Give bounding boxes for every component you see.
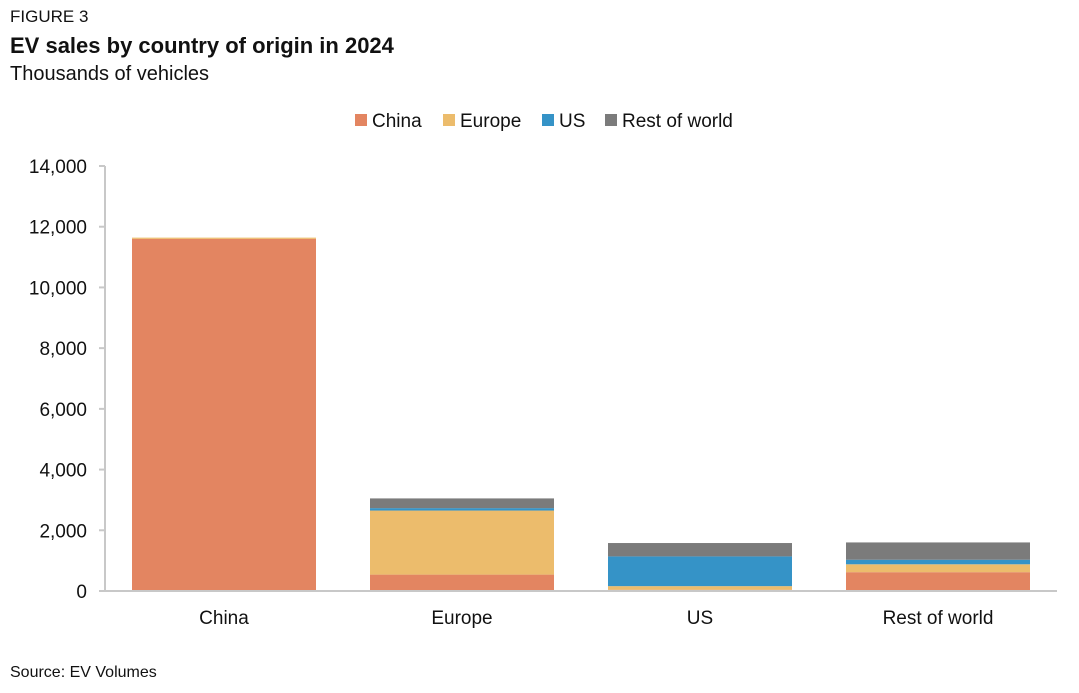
legend-label: Rest of world — [622, 111, 733, 132]
y-tick-label: 14,000 — [29, 157, 87, 178]
x-axis: China Europe US Rest of world — [105, 590, 1057, 629]
legend-item-europe: Europe — [443, 111, 521, 132]
y-tick-label: 0 — [76, 582, 87, 603]
y-axis: 0 2,000 4,000 6,000 8,000 10,000 12,000 14,000 — [29, 157, 106, 603]
chart-legend: China Europe US Rest of world — [355, 111, 733, 132]
source-note: Source: EV Volumes — [10, 664, 157, 681]
figure-label: FIGURE 3 — [10, 7, 89, 26]
bar-rest-of-world-china — [846, 572, 1030, 591]
bar-europe-rest-of-world — [370, 498, 554, 509]
bar-rest-of-world-rest-of-world — [846, 542, 1030, 560]
y-tick-label: 12,000 — [29, 218, 87, 239]
legend-label: China — [372, 111, 422, 132]
x-tick-label: Rest of world — [883, 608, 994, 629]
bar-stack-china — [132, 237, 316, 591]
bar-china-europe — [132, 237, 316, 239]
bar-stack-us — [608, 543, 792, 591]
legend-item-rest-of-world: Rest of world — [605, 111, 733, 132]
bar-rest-of-world-us — [846, 559, 1030, 565]
y-tick-label: 8,000 — [39, 339, 87, 360]
legend-swatch — [605, 114, 617, 126]
x-tick-label: China — [199, 608, 249, 629]
bar-china-china — [132, 238, 316, 591]
legend-swatch — [542, 114, 554, 126]
bar-europe-europe — [370, 510, 554, 575]
bar-stack-europe — [370, 498, 554, 591]
chart-title: EV sales by country of origin in 2024 — [10, 33, 394, 58]
legend-item-us: US — [542, 111, 585, 132]
legend-swatch — [355, 114, 367, 126]
bar-europe-us — [370, 508, 554, 511]
x-tick-label: US — [687, 608, 713, 629]
bar-us-europe — [608, 586, 792, 590]
legend-label: Europe — [460, 111, 521, 132]
bar-us-us — [608, 556, 792, 587]
bar-us-rest-of-world — [608, 543, 792, 557]
y-tick-label: 6,000 — [39, 400, 87, 421]
legend-item-china: China — [355, 111, 422, 132]
y-tick-label: 4,000 — [39, 461, 87, 482]
bar-rest-of-world-europe — [846, 564, 1030, 573]
y-tick-label: 10,000 — [29, 278, 87, 299]
bar-stack-rest-of-world — [846, 542, 1030, 591]
y-tick-label: 2,000 — [39, 521, 87, 542]
legend-label: US — [559, 111, 585, 132]
bars — [132, 237, 1030, 591]
bar-europe-china — [370, 574, 554, 591]
chart-subtitle: Thousands of vehicles — [10, 63, 210, 85]
legend-swatch — [443, 114, 455, 126]
x-tick-label: Europe — [431, 608, 492, 629]
